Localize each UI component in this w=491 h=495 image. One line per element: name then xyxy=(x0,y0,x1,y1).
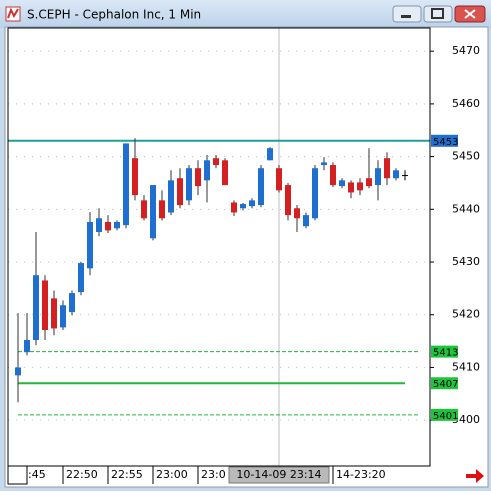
plot: 5400 5410 5420 5430 5440 5450 5460 5470 5453 5413… xyxy=(8,28,480,466)
candle-body xyxy=(186,168,192,201)
candle-body xyxy=(204,160,210,181)
candle-body xyxy=(366,178,372,187)
candle-body xyxy=(60,305,66,328)
candle-body xyxy=(213,158,219,166)
candle-body xyxy=(51,298,57,329)
y-tick-label: 5410 xyxy=(452,360,480,373)
candle-body xyxy=(159,200,165,219)
corner-box xyxy=(7,465,28,485)
level-label-box xyxy=(431,134,458,147)
candle-body xyxy=(141,200,147,219)
candle-body xyxy=(69,293,75,313)
y-tick-label: 5430 xyxy=(452,255,480,268)
candle-body xyxy=(285,185,291,216)
candle-body xyxy=(276,168,282,191)
candle-body xyxy=(258,168,264,206)
candle-body xyxy=(267,148,273,161)
candle-body xyxy=(240,204,246,209)
minimize-button[interactable] xyxy=(392,5,422,23)
y-tick-label: 5460 xyxy=(452,97,480,110)
level-label-box xyxy=(431,345,458,358)
x-tick-label: 23:0 xyxy=(201,468,226,481)
candle-body xyxy=(375,168,381,186)
candle-body xyxy=(303,215,309,227)
x-tick-label: 23:00 xyxy=(156,468,188,481)
candle-body xyxy=(231,202,237,213)
y-tick-label: 5470 xyxy=(452,44,480,57)
close-button[interactable] xyxy=(454,5,486,23)
candle-body xyxy=(78,263,84,293)
y-tick-label: 5420 xyxy=(452,308,480,321)
x-label-highlight xyxy=(228,466,330,484)
x-tick-label: 22:50 xyxy=(66,468,98,481)
level-label: 5453 xyxy=(433,137,458,148)
candle-body xyxy=(321,162,327,166)
level-label-box xyxy=(431,377,458,390)
maximize-button[interactable] xyxy=(423,5,453,23)
x-tick-label: 22:55 xyxy=(111,468,143,481)
candle-body xyxy=(96,218,102,232)
app-icon xyxy=(5,6,21,22)
candle-body xyxy=(105,221,111,231)
candle-body xyxy=(222,160,228,186)
y-tick-label: 5450 xyxy=(452,150,480,163)
candle-body xyxy=(330,165,336,186)
candle-body xyxy=(33,275,39,341)
candle-body xyxy=(177,178,183,206)
candle-body xyxy=(384,158,390,179)
candle-body xyxy=(87,221,93,269)
candle-body xyxy=(393,170,399,179)
window-title: S.CEPH - Cephalon Inc, 1 Min xyxy=(27,8,201,22)
y-tick-label: 5400 xyxy=(452,413,480,426)
level-label: 5407 xyxy=(433,379,458,390)
x-tick-label: 14-23:20 xyxy=(336,468,386,481)
candle-body xyxy=(195,168,201,187)
candle-body xyxy=(42,280,48,331)
level-label: 5401 xyxy=(433,411,458,422)
candle-body xyxy=(357,182,363,191)
candle-body xyxy=(312,168,318,219)
candle-body xyxy=(168,180,174,213)
candle-body xyxy=(150,185,156,239)
candle-body xyxy=(294,208,300,219)
candle-body xyxy=(132,158,138,196)
scroll-arrow[interactable] xyxy=(466,469,484,483)
candle-body xyxy=(348,182,354,193)
level-label-box xyxy=(431,408,458,421)
candle-body xyxy=(114,221,120,229)
plot-border xyxy=(7,27,431,467)
y-tick-label: 5440 xyxy=(452,202,480,215)
x-axis: 2:45 22:50 22:55 23:00 23:0 10-14-09 23:14 14-… xyxy=(17,466,386,484)
candle-body xyxy=(123,143,129,226)
x-tick-label: 10-14-09 23:14 xyxy=(236,468,321,481)
candle-body xyxy=(339,180,345,187)
candle-body xyxy=(24,340,30,353)
candle-body xyxy=(402,175,408,177)
level-label: 5413 xyxy=(433,348,458,359)
candle-body xyxy=(15,367,21,376)
candle-body xyxy=(249,200,255,207)
chart-area xyxy=(4,26,489,488)
